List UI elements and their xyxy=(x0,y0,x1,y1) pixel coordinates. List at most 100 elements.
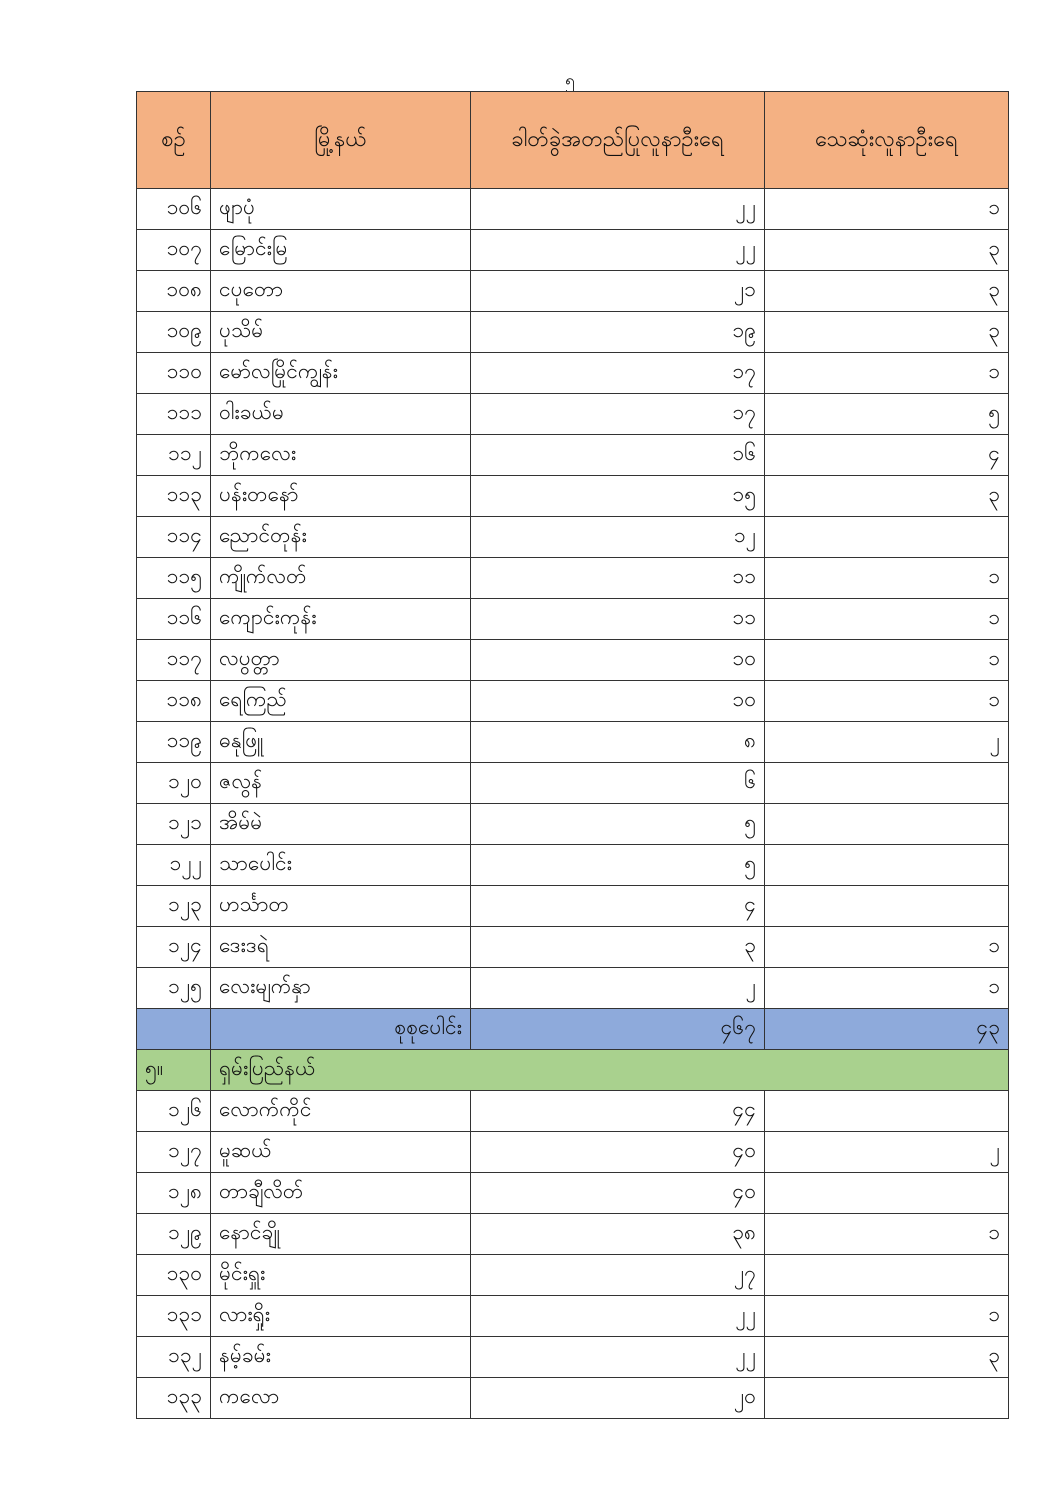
total-row: စုစုပေါင်း ၄၆၇ ၄၃ xyxy=(136,1008,1009,1050)
row-serial: ၁၁၉ xyxy=(136,721,211,763)
row-deaths: ၄ xyxy=(764,434,1009,476)
header-deaths: သေဆုံးလူနာဦးရေ xyxy=(764,91,1009,189)
row-township: ဒေးဒရဲ xyxy=(210,926,471,968)
total-deaths: ၄၃ xyxy=(764,1008,1009,1050)
row-confirmed: ၅ xyxy=(470,844,765,886)
row-serial: ၁၃၀ xyxy=(136,1254,211,1296)
table-row: ၁၀၉ ပုသိမ် ၁၉၃ xyxy=(136,311,1009,353)
row-deaths xyxy=(764,1090,1009,1132)
row-serial: ၁၀၇ xyxy=(136,229,211,271)
row-serial: ၁၁၄ xyxy=(136,516,211,558)
row-township: ပုသိမ် xyxy=(210,311,471,353)
row-deaths: ၁ xyxy=(764,188,1009,230)
row-serial: ၁၀၈ xyxy=(136,270,211,312)
table-row: ၁၃၀ မိုင်းရှူး ၂၇ xyxy=(136,1254,1009,1296)
row-township: သာပေါင်း xyxy=(210,844,471,886)
row-confirmed: ၈ xyxy=(470,721,765,763)
row-serial: ၁၀၉ xyxy=(136,311,211,353)
row-township: ကျောင်းကုန်း xyxy=(210,598,471,640)
row-deaths: ၁ xyxy=(764,680,1009,722)
table-row: ၁၂၄ ဒေးဒရဲ၃၁ xyxy=(136,926,1009,968)
row-deaths: ၅ xyxy=(764,393,1009,435)
row-deaths: ၁ xyxy=(764,557,1009,599)
row-township: ဟင်္သာတ xyxy=(210,885,471,927)
table-row: ၁၁၅ ကျိုက်လတ် ၁၁၁ xyxy=(136,557,1009,599)
row-confirmed: ၄၄ xyxy=(470,1090,765,1132)
row-township: အိမ်မဲ xyxy=(210,803,471,845)
row-confirmed: ၁၁ xyxy=(470,598,765,640)
row-serial: ၁၁၃ xyxy=(136,475,211,517)
header-serial: စဉ် xyxy=(136,91,211,189)
table-row: ၁၃၃ ကလော ၂၀ xyxy=(136,1377,1009,1419)
section-title: ရှမ်းပြည်နယ် xyxy=(210,1049,1009,1091)
row-township: လောက်ကိုင် xyxy=(210,1090,471,1132)
row-deaths: ၁ xyxy=(764,1295,1009,1337)
row-serial: ၁၁၅ xyxy=(136,557,211,599)
row-deaths: ၃ xyxy=(764,311,1009,353)
row-township: ဝါးခယ်မ xyxy=(210,393,471,435)
row-township: မော်လမြိုင်ကျွန်း xyxy=(210,352,471,394)
row-confirmed: ၁၅ xyxy=(470,475,765,517)
row-deaths xyxy=(764,803,1009,845)
table-row: ၁၁၁ ဝါးခယ်မ ၁၇၅ xyxy=(136,393,1009,435)
row-deaths: ၁ xyxy=(764,352,1009,394)
header-row: စဉ် မြို့နယ် ခါတ်ခွဲအတည်ပြုလူနာဦးရေ သေဆု… xyxy=(136,91,1009,189)
row-serial: ၁၁၇ xyxy=(136,639,211,681)
row-township: ကလော xyxy=(210,1377,471,1419)
total-serial xyxy=(136,1008,211,1050)
township-cases-table: စဉ် မြို့နယ် ခါတ်ခွဲအတည်ပြုလူနာဦးရေ သေဆု… xyxy=(136,91,1009,1419)
row-serial: ၁၂၅ xyxy=(136,967,211,1009)
table-row: ၁၀၆ ဖျာပုံ ၂၂၁ xyxy=(136,188,1009,230)
table-row: ၁၁၈ ရေကြည် ၁၀၁ xyxy=(136,680,1009,722)
row-confirmed: ၂၇ xyxy=(470,1254,765,1296)
row-township: ဇလွန် xyxy=(210,762,471,804)
row-deaths: ၁ xyxy=(764,639,1009,681)
row-confirmed: ၁၇ xyxy=(470,352,765,394)
row-township: နမ့်ခမ်း xyxy=(210,1336,471,1378)
row-deaths: ၃ xyxy=(764,229,1009,271)
row-township: ဖျာပုံ xyxy=(210,188,471,230)
row-confirmed: ၆ xyxy=(470,762,765,804)
table-row: ၁၂၇ မူဆယ် ၄၀၂ xyxy=(136,1131,1009,1173)
row-township: လေးမျက်နှာ xyxy=(210,967,471,1009)
row-deaths: ၁ xyxy=(764,926,1009,968)
row-confirmed: ၁၆ xyxy=(470,434,765,476)
row-serial: ၁၂၇ xyxy=(136,1131,211,1173)
row-township: တာချီလိတ် xyxy=(210,1172,471,1214)
row-serial: ၁၂၆ xyxy=(136,1090,211,1132)
table-row: ၁၂၃ ဟင်္သာတ၄ xyxy=(136,885,1009,927)
table-row: ၁၀၇ မြောင်းမြ ၂၂၃ xyxy=(136,229,1009,271)
row-deaths xyxy=(764,844,1009,886)
row-serial: ၁၃၁ xyxy=(136,1295,211,1337)
row-deaths xyxy=(764,885,1009,927)
row-confirmed: ၄၀ xyxy=(470,1131,765,1173)
row-serial: ၁၃၃ xyxy=(136,1377,211,1419)
row-serial: ၁၀၆ xyxy=(136,188,211,230)
row-serial: ၁၁၆ xyxy=(136,598,211,640)
row-confirmed: ၂၀ xyxy=(470,1377,765,1419)
row-deaths: ၁ xyxy=(764,598,1009,640)
row-township: ရေကြည် xyxy=(210,680,471,722)
row-confirmed: ၄၀ xyxy=(470,1172,765,1214)
table-row: ၁၁၂ ဘိုကလေး ၁၆၄ xyxy=(136,434,1009,476)
row-deaths xyxy=(764,1377,1009,1419)
row-township: ပန်းတနော် xyxy=(210,475,471,517)
row-serial: ၁၁၈ xyxy=(136,680,211,722)
page-number: ၅ xyxy=(564,70,576,91)
row-confirmed: ၂၁ xyxy=(470,270,765,312)
row-confirmed: ၁၂ xyxy=(470,516,765,558)
table-row: ၁၁၀ မော်လမြိုင်ကျွန်း ၁၇၁ xyxy=(136,352,1009,394)
row-confirmed: ၂၂ xyxy=(470,1295,765,1337)
row-serial: ၁၃၂ xyxy=(136,1336,211,1378)
row-township: မူဆယ် xyxy=(210,1131,471,1173)
row-deaths: ၂ xyxy=(764,721,1009,763)
row-deaths xyxy=(764,762,1009,804)
row-deaths: ၂ xyxy=(764,1131,1009,1173)
row-deaths: ၃ xyxy=(764,1336,1009,1378)
row-deaths xyxy=(764,516,1009,558)
row-deaths: ၁ xyxy=(764,1213,1009,1255)
row-serial: ၁၂၄ xyxy=(136,926,211,968)
table-row: ၁၂၁ အိမ်မဲ၅ xyxy=(136,803,1009,845)
row-confirmed: ၁၉ xyxy=(470,311,765,353)
row-serial: ၁၂၂ xyxy=(136,844,211,886)
